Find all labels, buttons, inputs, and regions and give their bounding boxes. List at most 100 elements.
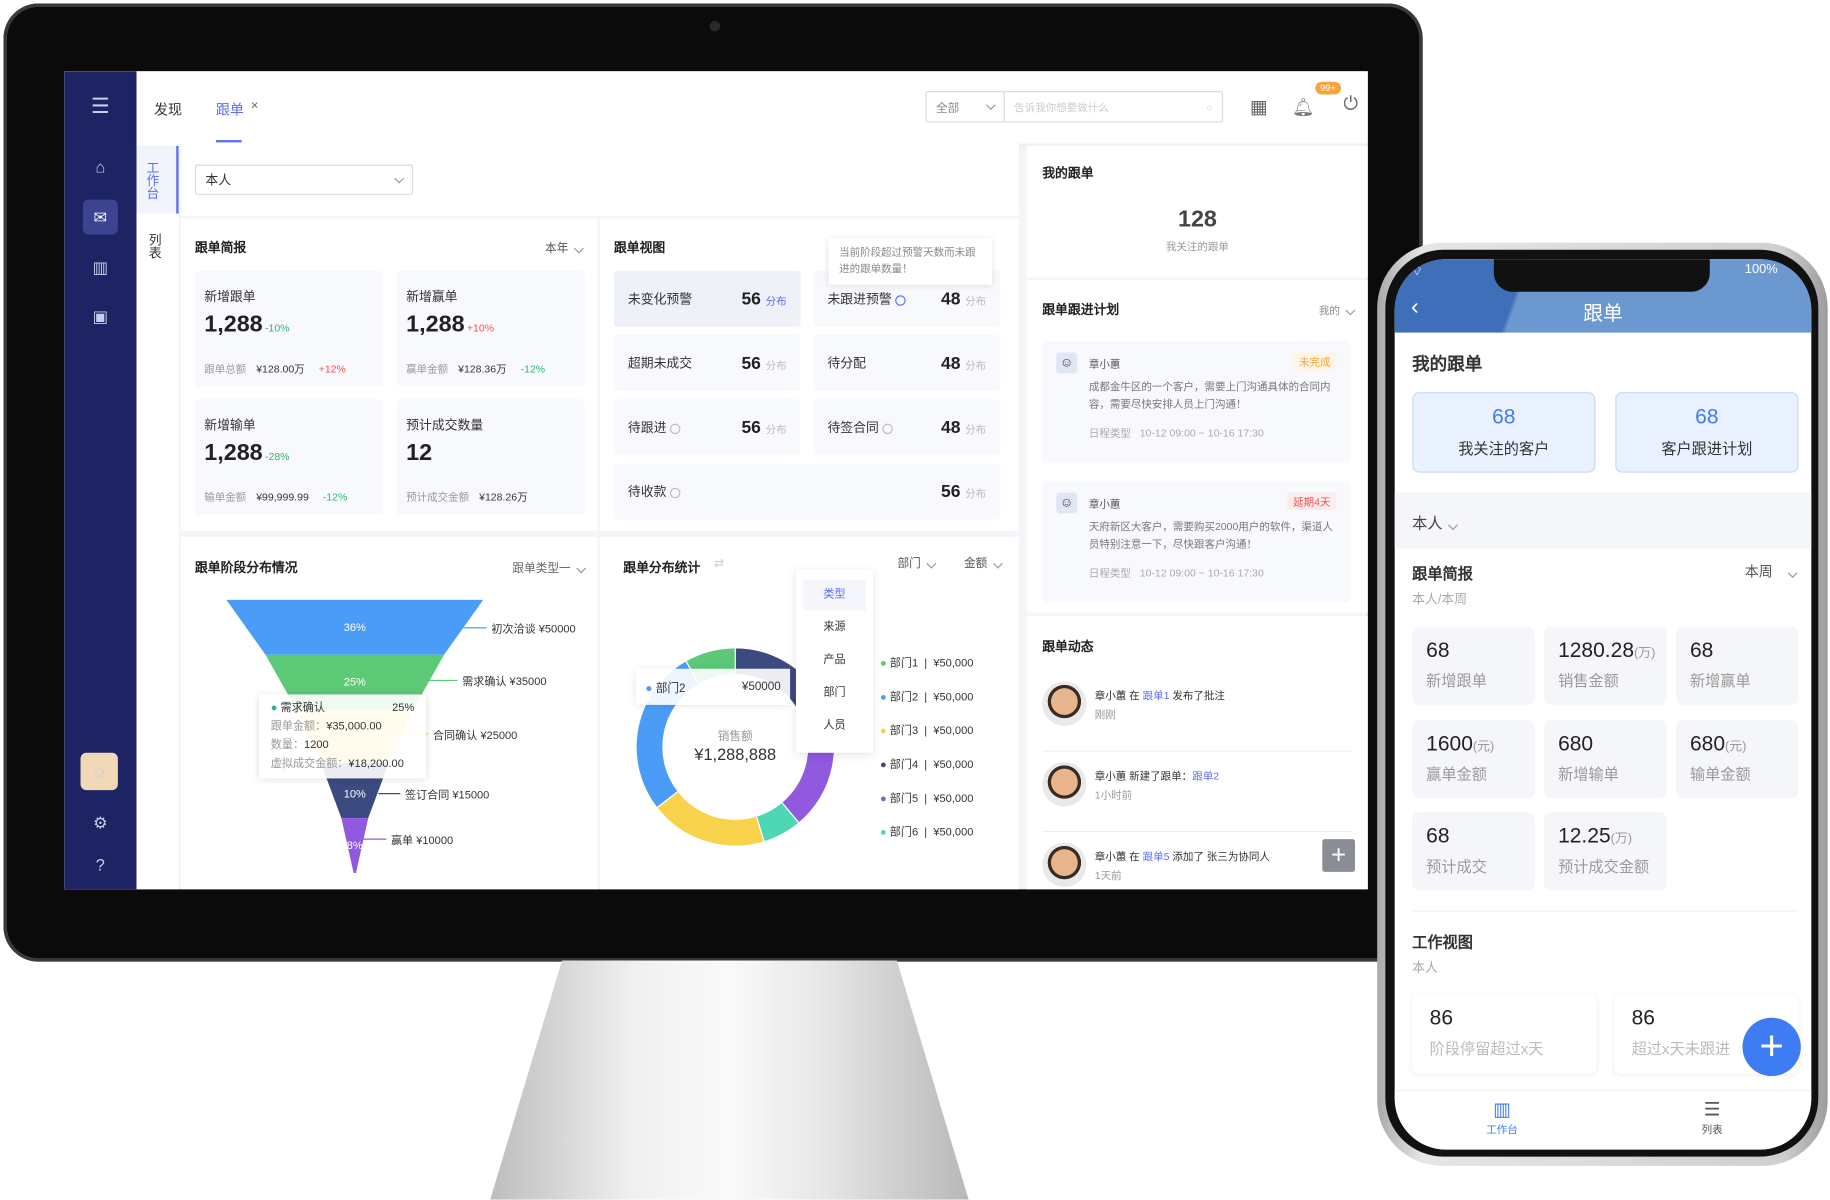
brief-card[interactable]: 新增跟单 1,288 -10% 跟单总额 ¥128.00万 +12% [194, 270, 383, 387]
phone-person-row[interactable]: 本人 [1394, 492, 1812, 549]
phone-stat-card[interactable]: 68 新增赢单 [1675, 626, 1799, 705]
phone-stat-card[interactable]: 1600(元) 赢单金额 [1412, 719, 1535, 798]
scope-select[interactable]: 全部 [925, 91, 1005, 123]
card-label: 新增赢单 [406, 290, 458, 305]
tile-dist-link[interactable]: 分布 [765, 423, 787, 435]
phone-stat-value: 68 [1689, 638, 1714, 662]
tile-dist-link[interactable]: 分布 [965, 294, 987, 307]
period-select[interactable]: 本年 [545, 238, 584, 256]
legend-item[interactable]: ● 部门3 | ¥50,000 [879, 724, 974, 738]
legend-item[interactable]: ● 部门6 | ¥50,000 [879, 826, 974, 840]
brief-card[interactable]: 新增赢单 1,288 +10% 赢单金额 ¥128.36万 -12% [396, 270, 585, 387]
legend-item[interactable]: ● 部门2 | ¥50,000 [879, 690, 974, 704]
avatar[interactable]: ☺ [80, 752, 118, 791]
phone-stat-card[interactable]: 1280.28(万) 销售金额 [1544, 626, 1667, 705]
back-icon[interactable]: ‹ [1411, 294, 1419, 320]
view-tile[interactable]: 未变化预警 56 分布 [613, 270, 801, 327]
type-select[interactable]: 跟单类型一 [512, 558, 587, 575]
info-icon[interactable] [882, 423, 893, 434]
plan-filter[interactable]: 我的 [1319, 302, 1356, 317]
phone-my-label: 客户跟进计划 [1661, 439, 1753, 458]
legend-item[interactable]: ● 部门5 | ¥50,000 [879, 792, 974, 806]
apps-grid-icon[interactable]: ▦ [1249, 98, 1268, 118]
phone-work-value: 86 [1631, 1006, 1655, 1030]
phone-stat-label: 新增输单 [1558, 765, 1619, 783]
tab-discover[interactable]: 发现 [154, 101, 183, 118]
card-foot-delta: -12% [322, 491, 348, 504]
brief-card[interactable]: 预计成交数量 12 预计成交金额 ¥128.26万 [396, 399, 585, 515]
tile-dist-link[interactable]: 分布 [765, 294, 787, 307]
phone-stat-card[interactable]: 680(元) 输单金额 [1675, 719, 1799, 798]
feed-item[interactable]: 章小蕙 在 跟单5 添加了 张三为协同人 1天前 [1042, 842, 1352, 890]
donut-slice[interactable] [656, 790, 765, 847]
help-icon[interactable]: ? [95, 855, 105, 875]
feed-link[interactable]: 跟单1 [1142, 689, 1170, 702]
home-icon[interactable]: ⌂ [95, 157, 106, 177]
swap-icon[interactable]: ⇄ [714, 557, 725, 571]
phone-stat-card[interactable]: 12.25(万) 预计成交金额 [1544, 812, 1667, 891]
info-icon[interactable] [669, 487, 681, 498]
my-count[interactable]: 128 [1177, 206, 1217, 233]
tile-dist-link[interactable]: 分布 [965, 358, 987, 371]
feed-link[interactable]: 跟单5 [1142, 850, 1170, 863]
person-select[interactable]: 本人 [194, 164, 414, 195]
legend-item[interactable]: ● 部门4 | ¥50,000 [879, 758, 974, 772]
phone-tab-list[interactable]: ☰ 列表 [1677, 1098, 1747, 1137]
briefcase-icon[interactable]: ▣ [92, 306, 109, 326]
search-icon[interactable]: ○ [1206, 100, 1213, 113]
info-icon[interactable] [895, 294, 906, 306]
funnel-segment[interactable] [226, 599, 484, 655]
phone-work-label: 超过x天未跟进 [1631, 1039, 1731, 1058]
view-tile[interactable]: 待分配 48 分布 [813, 334, 1001, 391]
gear-icon[interactable]: ⚙ [93, 812, 108, 832]
phone-tab-workbench[interactable]: ▥ 工作台 [1467, 1098, 1537, 1137]
followup-icon[interactable]: ✉ [82, 199, 118, 235]
phone-fab-add[interactable]: + [1742, 1017, 1801, 1077]
phone-my-card[interactable]: 68 我关注的客户 [1412, 392, 1596, 473]
bell-icon[interactable]: 🔔︎ [1291, 98, 1315, 118]
phone-my-title: 我的跟单 [1412, 354, 1483, 375]
legend-item[interactable]: ● 部门1 | ¥50,000 [879, 657, 974, 670]
power-icon[interactable]: ⏻ [1343, 94, 1359, 115]
feed-text: 添加了 张三为协同人 [1169, 850, 1270, 863]
dropdown-option[interactable]: 部门 [823, 686, 846, 700]
feed-item[interactable]: 章小蕙 在 跟单1 发布了批注 刚刚 [1042, 681, 1353, 752]
tile-dist-link[interactable]: 分布 [965, 487, 987, 499]
tab-close-icon[interactable]: × [250, 99, 259, 114]
card-delta: -28% [265, 450, 290, 463]
phone-work-card[interactable]: 86 阶段停留超过x天 [1412, 994, 1597, 1074]
phone-stat-unit: (万) [1610, 832, 1633, 847]
subnav-list[interactable]: 列表 [147, 233, 162, 260]
chart-icon[interactable]: ▥ [92, 257, 109, 277]
metric-select[interactable]: 金额 [964, 553, 1003, 571]
view-tile[interactable]: 待收款 56 分布 [613, 463, 1001, 520]
dropdown-option[interactable]: 产品 [823, 653, 846, 667]
tile-dist-link[interactable]: 分布 [765, 358, 787, 371]
plan-card[interactable]: ☺ 章小蕙 未完成 成都金牛区的一个客户，需要上门沟通具体的合同内容，需要尽快安… [1042, 340, 1351, 463]
add-button[interactable]: + [1322, 839, 1355, 872]
phone-period-select[interactable]: 本周 [1745, 561, 1798, 581]
feed-item[interactable]: 章小蕙 新建了跟单：跟单2 1小时前 [1042, 762, 1353, 833]
menu-icon[interactable]: ☰ [90, 93, 110, 118]
phone-stat-card[interactable]: 68 新增跟单 [1412, 626, 1535, 705]
subnav-workbench[interactable]: 工作台 [136, 145, 179, 214]
dropdown-option[interactable]: 人员 [823, 718, 846, 732]
feed-link[interactable]: 跟单2 [1192, 770, 1220, 782]
tile-dist-link[interactable]: 分布 [965, 423, 987, 435]
legend-value: ¥50,000 [933, 758, 974, 772]
dropdown-option[interactable]: 来源 [823, 620, 846, 634]
view-tile[interactable]: 待跟进 56 分布 [613, 399, 801, 456]
dropdown-option[interactable]: 类型 [802, 580, 866, 611]
funnel-segment[interactable] [341, 818, 369, 873]
group-select[interactable]: 部门 [897, 553, 937, 571]
phone-stat-card[interactable]: 680 新增输单 [1544, 719, 1667, 798]
search-input[interactable]: 告诉我你想要做什么 ○ [1003, 91, 1224, 123]
info-icon[interactable] [669, 423, 681, 434]
view-tile[interactable]: 待签合同 48 分布 [813, 399, 1001, 456]
view-tile[interactable]: 超期未成交 56 分布 [613, 334, 801, 391]
phone-stat-card[interactable]: 68 预计成交 [1412, 812, 1535, 891]
brief-card[interactable]: 新增输单 1,288 -28% 输单金额 ¥99,999.99 -12% [194, 399, 383, 515]
phone-my-card[interactable]: 68 客户跟进计划 [1615, 392, 1799, 473]
tab-followup[interactable]: 跟单 [215, 101, 244, 118]
plan-card[interactable]: ☺ 章小蕙 延期4天 天府新区大客户，需要购买2000用户的软件，渠道人员特别注… [1042, 480, 1351, 603]
